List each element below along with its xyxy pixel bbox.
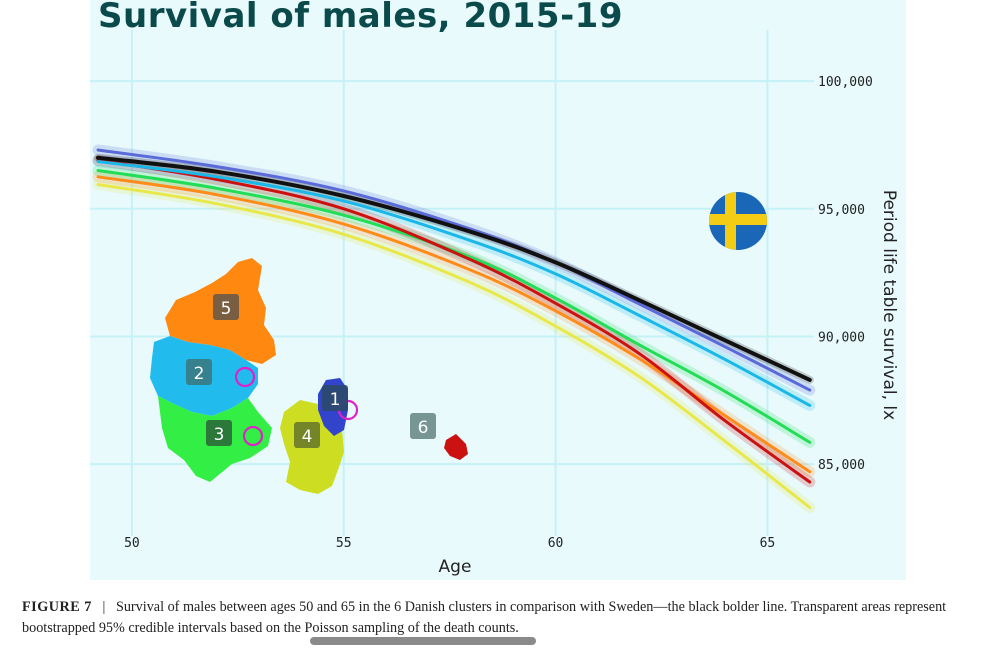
map-label: 3 [214,425,225,445]
map-badge: 6 [410,413,436,439]
y-tick-label: 90,000 [818,330,865,345]
x-tick-label: 55 [336,536,352,551]
chart-svg: 5 2 3 4 1 6 50 55 60 6 [90,30,899,577]
caption-separator: | [102,599,106,615]
chart-title: Survival of males, 2015-19 [98,0,623,36]
map-label: 6 [418,418,429,438]
y-axis-title: Period life table survival, lx [879,190,899,420]
capital-marker [234,366,256,388]
x-tick-label: 60 [548,536,564,551]
sweden-flag-icon [709,192,767,250]
series-line [96,175,812,474]
figure-caption: FIGURE 7 | Survival of males between age… [22,597,982,639]
x-axis-title: Age [439,557,472,577]
x-tick-label: 65 [760,536,776,551]
map-label: 2 [194,364,205,384]
map-badge: 4 [294,422,320,448]
series-line [96,160,812,407]
y-tick-label: 85,000 [818,458,865,473]
caption-text: Survival of males between ages 50 and 65… [22,599,947,636]
figure-label: FIGURE 7 [22,599,92,615]
series-line [96,169,812,444]
x-tick-label: 50 [124,536,140,551]
capital-marker [242,425,264,447]
map-region-6 [444,434,468,460]
map-badge: 5 [213,294,239,320]
series-line [96,183,812,510]
y-tick-label: 95,000 [818,203,865,218]
map-label: 4 [302,427,313,447]
line-layer [96,148,812,510]
scroll-indicator[interactable] [310,637,536,645]
y-tick-label: 100,000 [818,75,873,90]
map-badge: 2 [186,359,212,385]
map-label: 1 [330,390,341,410]
map-badge: 1 [322,385,348,411]
map-label: 5 [221,299,232,319]
denmark-map-inset: 5 2 3 4 1 6 [150,258,468,494]
map-badge: 3 [206,420,232,446]
series-line [96,158,812,484]
series-line [96,155,812,382]
